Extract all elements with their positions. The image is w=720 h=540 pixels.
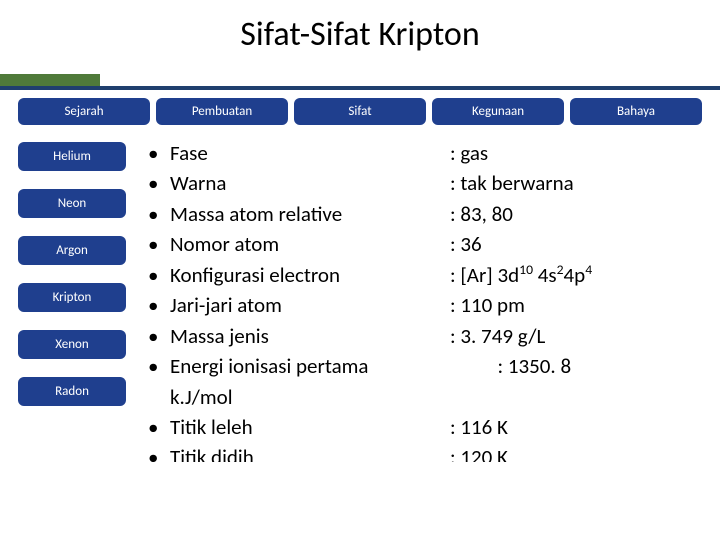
property-value: : tak berwarna xyxy=(450,168,702,198)
property-value: : 120 K xyxy=(450,442,702,462)
property-label: Titik didih xyxy=(170,442,450,462)
sidebar-item-xenon[interactable]: Xenon xyxy=(18,330,126,359)
bullet-icon: • xyxy=(148,199,170,229)
property-value: : 1350. 8 xyxy=(450,351,571,381)
property-label-cont: k.J/mol xyxy=(170,382,702,412)
bullet-icon: • xyxy=(148,412,170,442)
property-label: Energi ionisasi pertama xyxy=(170,351,450,381)
sidebar: Helium Neon Argon Kripton Xenon Radon xyxy=(18,136,126,540)
property-value: : 3. 749 g/L xyxy=(450,321,702,351)
property-value: : 36 xyxy=(450,229,702,259)
bullet-icon: • xyxy=(148,260,170,290)
property-value: : 116 K xyxy=(450,412,702,442)
property-row: •Fase: gas xyxy=(148,138,702,168)
property-value: : 83, 80 xyxy=(450,199,702,229)
property-row: •Massa atom relative: 83, 80 xyxy=(148,199,702,229)
property-label: Massa jenis xyxy=(170,321,450,351)
property-label: Nomor atom xyxy=(170,229,450,259)
property-value: : gas xyxy=(450,138,702,168)
tab-bar: Sejarah Pembuatan Sifat Kegunaan Bahaya xyxy=(18,98,702,125)
sidebar-item-argon[interactable]: Argon xyxy=(18,236,126,265)
bullet-icon: • xyxy=(148,290,170,320)
property-row: •Nomor atom: 36 xyxy=(148,229,702,259)
tab-sifat[interactable]: Sifat xyxy=(294,98,426,125)
horizontal-rule xyxy=(0,86,720,90)
property-label: Massa atom relative xyxy=(170,199,450,229)
bullet-icon: • xyxy=(148,321,170,351)
property-label: Titik leleh xyxy=(170,412,450,442)
tab-pembuatan[interactable]: Pembuatan xyxy=(156,98,288,125)
property-label: Jari-jari atom xyxy=(170,290,450,320)
tab-bahaya[interactable]: Bahaya xyxy=(570,98,702,125)
property-value: : 110 pm xyxy=(450,290,702,320)
sidebar-item-neon[interactable]: Neon xyxy=(18,189,126,218)
bullet-icon: • xyxy=(148,168,170,198)
property-row: •Energi ionisasi pertama : 1350. 8k.J/mo… xyxy=(148,351,702,412)
property-label: Warna xyxy=(170,168,450,198)
property-value: : [Ar] 3d10 4s24p4 xyxy=(450,260,702,290)
sidebar-item-helium[interactable]: Helium xyxy=(18,142,126,171)
bullet-icon: • xyxy=(148,138,170,168)
tab-kegunaan[interactable]: Kegunaan xyxy=(432,98,564,125)
sidebar-item-kripton[interactable]: Kripton xyxy=(18,283,126,312)
bullet-icon: • xyxy=(148,351,170,381)
bullet-icon: • xyxy=(148,442,170,462)
properties-list: •Fase: gas•Warna: tak berwarna•Massa ato… xyxy=(126,136,702,540)
property-label: Konfigurasi electron xyxy=(170,260,450,290)
property-row: •Titik leleh: 116 K xyxy=(148,412,702,442)
bullet-icon: • xyxy=(148,229,170,259)
property-label: Fase xyxy=(170,138,450,168)
property-row: •Konfigurasi electron: [Ar] 3d10 4s24p4 xyxy=(148,260,702,290)
property-row: •Warna: tak berwarna xyxy=(148,168,702,198)
page-title: Sifat-Sifat Kripton xyxy=(0,0,720,65)
property-row: •Jari-jari atom: 110 pm xyxy=(148,290,702,320)
content-area: Helium Neon Argon Kripton Xenon Radon •F… xyxy=(18,136,702,540)
sidebar-item-radon[interactable]: Radon xyxy=(18,377,126,406)
property-row: •Titik didih: 120 K xyxy=(148,442,702,462)
tab-sejarah[interactable]: Sejarah xyxy=(18,98,150,125)
property-row: •Massa jenis: 3. 749 g/L xyxy=(148,321,702,351)
